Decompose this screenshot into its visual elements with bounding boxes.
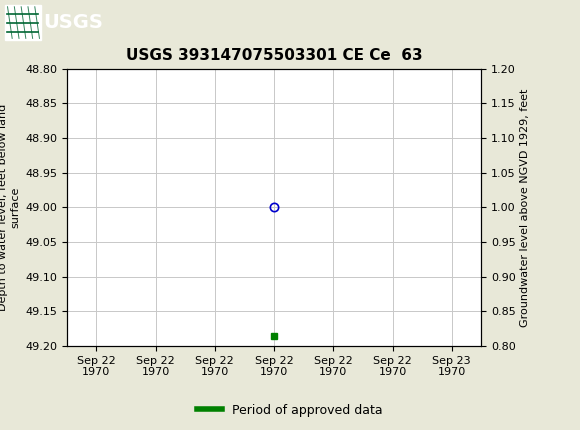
Bar xyxy=(5,6,41,40)
Title: USGS 393147075503301 CE Ce  63: USGS 393147075503301 CE Ce 63 xyxy=(126,49,422,64)
Y-axis label: Groundwater level above NGVD 1929, feet: Groundwater level above NGVD 1929, feet xyxy=(520,88,530,327)
Legend: Period of approved data: Period of approved data xyxy=(192,399,388,421)
Y-axis label: Depth to water level, feet below land
surface: Depth to water level, feet below land su… xyxy=(0,104,21,311)
Text: USGS: USGS xyxy=(44,13,103,32)
